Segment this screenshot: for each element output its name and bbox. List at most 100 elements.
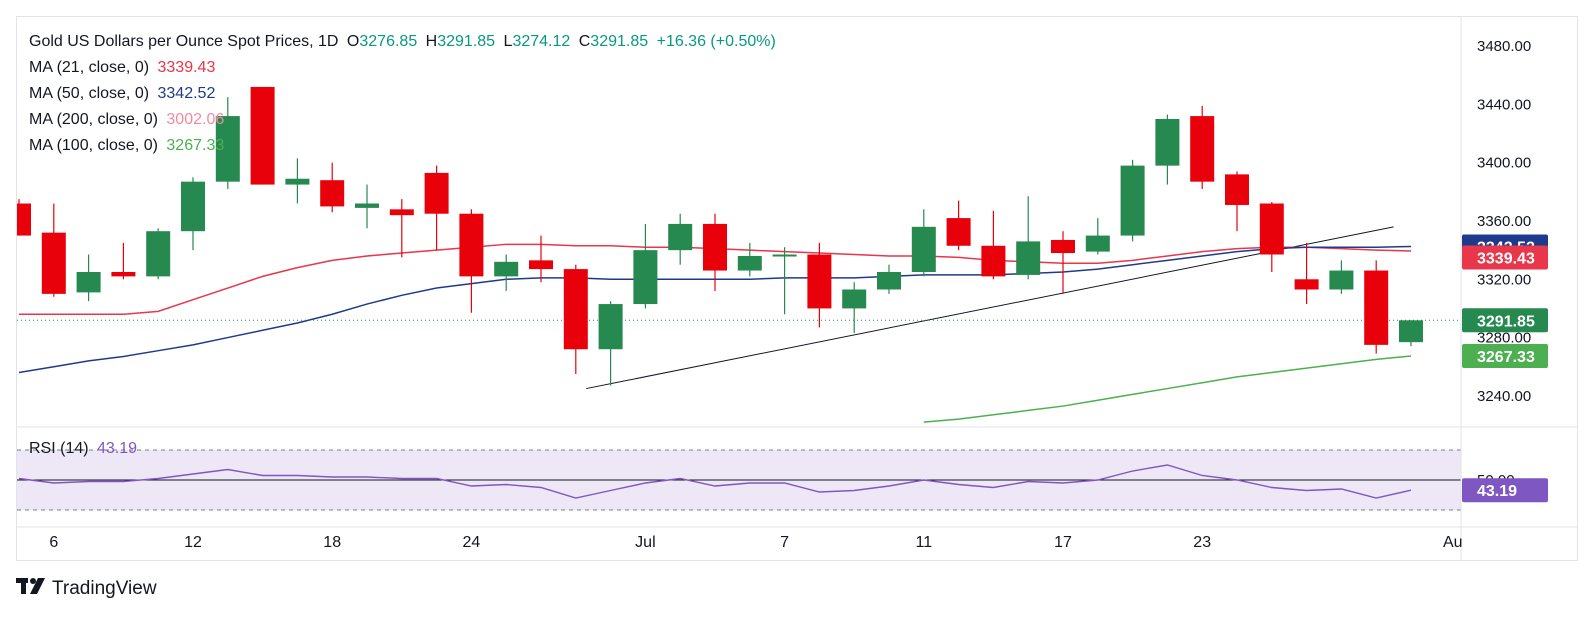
time-tick-label: 24: [463, 534, 481, 551]
price-chart[interactable]: 50.00 3480.00 3440.00 3400.00 3360.00 3320.0…: [17, 17, 1577, 560]
candle-body: [459, 213, 484, 277]
candle-body: [181, 181, 205, 232]
ma100-line: [923, 355, 1412, 423]
price-tick-label: 3480.00: [1477, 38, 1531, 55]
ma21-value: 3339.43: [157, 59, 216, 76]
candle-body: [633, 250, 658, 305]
candle-body: [877, 272, 901, 290]
ma200-value: 3002.06: [166, 111, 225, 128]
ma100-value: 3267.33: [166, 137, 225, 154]
time-tick-label: 6: [49, 534, 58, 551]
ma100-price-tag: [1462, 344, 1548, 369]
time-tick-label: 18: [323, 534, 341, 551]
legend-ma200-row[interactable]: MA (200, close, 0) 3002.06: [29, 107, 780, 133]
candle-body: [1120, 165, 1145, 236]
open-value: 3276.85: [359, 33, 418, 50]
candle-body: [424, 172, 449, 214]
price-tick-label: 3240.00: [1477, 388, 1531, 405]
tradingview-logo-icon: [16, 577, 46, 601]
price-tick-label: 3280.00: [1477, 330, 1531, 347]
time-tick-label: 23: [1193, 534, 1211, 551]
chart-legend: Gold US Dollars per Ounce Spot Prices, 1…: [29, 29, 780, 159]
low-value: 3274.12: [512, 33, 571, 50]
close-value: 3291.85: [590, 33, 649, 50]
candle-body: [215, 116, 240, 182]
trendline: [586, 226, 1394, 390]
candle-body: [772, 254, 797, 257]
rsi-line: [18, 464, 1412, 499]
ma200-label: MA (200, close, 0): [29, 111, 158, 128]
time-tick-label: 17: [1054, 534, 1072, 551]
last-price-tag-label: 3291.85: [1477, 313, 1535, 330]
candle-body: [1085, 235, 1110, 252]
candle-body: [41, 232, 66, 294]
candle-body: [1329, 270, 1354, 290]
candle-body: [320, 180, 345, 207]
rsi-value: 43.19: [97, 440, 138, 457]
price-tick-label: 3320.00: [1477, 271, 1531, 288]
ma100-price-tag-label: 3267.33: [1477, 349, 1535, 366]
rsi-legend[interactable]: RSI (14) 43.19: [29, 440, 137, 458]
low-label: L: [503, 33, 513, 50]
candle-body: [911, 226, 936, 272]
time-tick-label: Jul: [635, 534, 655, 551]
branding[interactable]: TradingView: [16, 577, 157, 601]
rsi-pane: 50.00: [17, 449, 1515, 511]
candle-body: [285, 178, 310, 185]
candle-body: [1051, 239, 1075, 254]
candle-body: [494, 261, 519, 277]
high-value: 3291.85: [437, 33, 496, 50]
ma21-price-tag-label: 3339.43: [1477, 251, 1535, 268]
open-label: O: [346, 33, 360, 50]
candle-body: [563, 269, 588, 350]
rsi-current-tag-label: 43.19: [1477, 483, 1517, 500]
axes: 3480.00 3440.00 3400.00 3360.00 3320.00 3280.…: [17, 17, 1577, 560]
ma21-price-tag: [1462, 245, 1548, 270]
last-price-tag: [1462, 308, 1548, 333]
rsi-label: RSI (14): [29, 440, 89, 457]
rsi-current-tag: [1462, 478, 1548, 503]
candle-body: [17, 203, 31, 236]
time-tick-label: 11: [915, 534, 932, 551]
ma50-label: MA (50, close, 0): [29, 85, 150, 102]
change-value: +16.36 (+0.50%): [656, 33, 776, 50]
candle-body: [1016, 241, 1041, 275]
candle-body: [1294, 279, 1319, 290]
candle-body: [842, 289, 867, 309]
candle-body: [1399, 320, 1423, 343]
legend-ma100-row[interactable]: MA (100, close, 0) 3267.33: [29, 133, 780, 159]
candle-body: [1155, 119, 1180, 166]
candle-body: [807, 254, 832, 309]
candle-body: [703, 223, 727, 271]
candle-body: [598, 304, 623, 350]
candle-body: [1190, 116, 1215, 182]
candle-body: [146, 231, 171, 277]
time-tick-label: 12: [184, 534, 202, 551]
candles: [17, 86, 1423, 386]
legend-ma21-row[interactable]: MA (21, close, 0) 3339.43: [29, 55, 780, 81]
legend-ohlc-row: Gold US Dollars per Ounce Spot Prices, 1…: [29, 29, 780, 55]
brand-name: TradingView: [52, 578, 157, 599]
close-label: C: [578, 33, 591, 50]
ma100-label: MA (100, close, 0): [29, 137, 158, 154]
candle-body: [981, 245, 1006, 277]
price-tick-label: 3440.00: [1477, 96, 1531, 113]
candle-body: [76, 272, 101, 293]
candle-body: [355, 203, 379, 208]
candle-body: [389, 209, 414, 216]
candle-body: [946, 218, 971, 246]
chart-frame: 50.00 3480.00 3440.00 3400.00 3360.00 3320.0…: [16, 16, 1578, 561]
candle-body: [668, 223, 693, 251]
ma50-value: 3342.52: [157, 85, 216, 102]
legend-ma50-row[interactable]: MA (50, close, 0) 3342.52: [29, 81, 780, 107]
candle-body: [1225, 174, 1249, 205]
high-label: H: [425, 33, 438, 50]
symbol-title: Gold US Dollars per Ounce Spot Prices, 1…: [29, 33, 339, 50]
price-tick-label: 3360.00: [1477, 213, 1531, 230]
candle-body: [1259, 203, 1284, 255]
candle-body: [529, 260, 553, 270]
ma21-label: MA (21, close, 0): [29, 59, 150, 76]
candle-body: [1364, 270, 1389, 345]
candle-body: [737, 255, 762, 271]
